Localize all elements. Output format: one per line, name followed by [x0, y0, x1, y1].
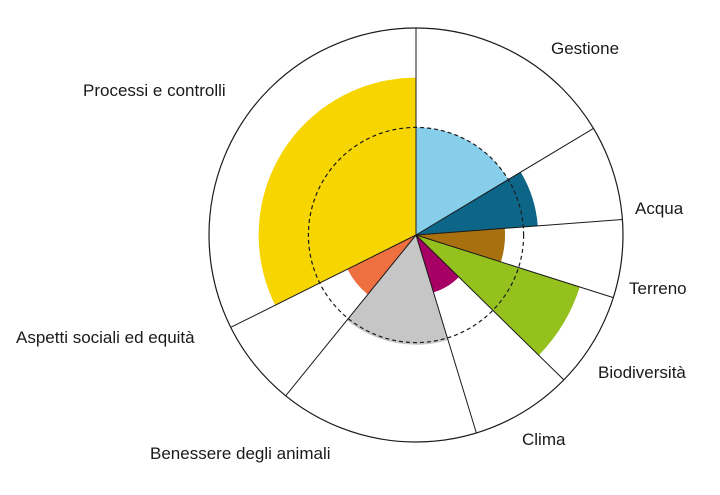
- divider-line: [415, 219, 623, 236]
- sector-benessere-degli-animali: [346, 235, 448, 345]
- label-biodiversita: Biodiversità: [598, 363, 686, 382]
- label-acqua: Acqua: [635, 199, 684, 218]
- sector-terreno: [416, 228, 506, 262]
- sector-group: [258, 77, 580, 356]
- label-processi-e-controlli: Processi e controlli: [83, 81, 226, 100]
- sector-clima: [416, 235, 459, 293]
- reference-ring: [307, 126, 525, 344]
- sector-processi-e-controlli: [258, 77, 416, 306]
- label-gestione: Gestione: [551, 39, 619, 58]
- divider-line: [285, 234, 417, 397]
- sector-acqua: [416, 172, 538, 235]
- label-terreno: Terreno: [629, 279, 687, 298]
- divider-group: [230, 28, 623, 434]
- outer-ring: [208, 27, 624, 443]
- sector-biodiversita: [416, 235, 580, 356]
- divider-line: [230, 234, 417, 328]
- label-clima: Clima: [522, 430, 566, 449]
- label-benessere-degli-animali: Benessere degli animali: [150, 444, 331, 463]
- sector-aspetti-sociali-ed-equita: [347, 235, 416, 295]
- sector-gestione: [416, 127, 509, 235]
- label-aspetti-sociali: Aspetti sociali ed equità: [16, 328, 195, 347]
- divider-line: [415, 234, 477, 434]
- divider-line: [415, 234, 614, 299]
- divider-line: [415, 234, 565, 381]
- divider-line: [415, 127, 594, 236]
